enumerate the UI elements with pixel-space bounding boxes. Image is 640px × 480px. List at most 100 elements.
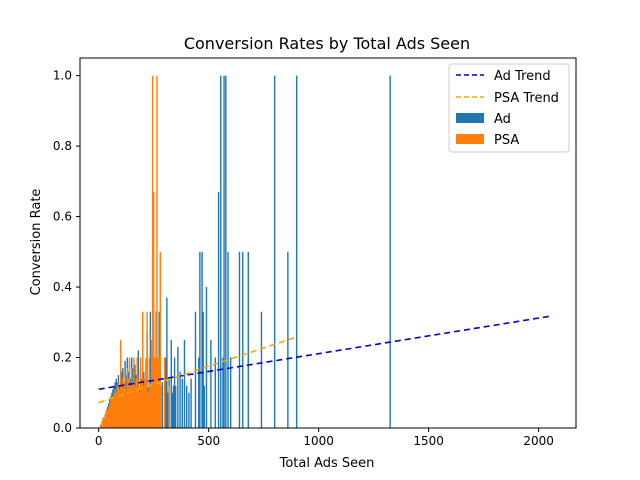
psa-bar-13 [114, 389, 116, 428]
ad-bar-94 [295, 75, 298, 429]
ad-bar-67 [181, 378, 183, 428]
psa-bar-5 [105, 410, 108, 428]
psa-bar-36 [139, 357, 142, 428]
psa-bar-28 [130, 368, 133, 428]
psa-bar-12 [113, 392, 115, 428]
legend-label-ad: Ad [494, 112, 511, 127]
x-tick-label-4: 2000 [523, 434, 554, 448]
psa-bar-10 [111, 396, 113, 428]
ad-bar-54 [161, 382, 164, 428]
y-tick-label-0: 0.0 [53, 421, 72, 435]
ad-bar-58 [167, 392, 169, 428]
ad-bar-64 [174, 385, 177, 428]
psa-bar-56 [163, 357, 166, 428]
ad-bar-66 [179, 371, 181, 428]
ad-bar-62 [172, 385, 175, 428]
psa-bar-34 [137, 378, 139, 428]
psa-bar-57 [168, 385, 170, 428]
psa-bar-52 [157, 357, 159, 428]
legend-label-ad-trend: Ad Trend [494, 69, 551, 84]
ad-bar-44 [149, 311, 152, 428]
ad-bar-77 [203, 385, 205, 428]
psa-bar-43 [147, 392, 149, 428]
psa-bar-38 [141, 311, 144, 428]
y-tick-label-4: 0.8 [53, 139, 72, 153]
ad-bar-91 [260, 311, 263, 428]
ad-bar-79 [210, 339, 212, 428]
psa-bar-41 [145, 357, 147, 428]
psa-bar-49 [154, 357, 156, 428]
psa-bar-37 [140, 382, 143, 428]
chart-title: Conversion Rates by Total Ads Seen [184, 34, 470, 53]
y-axis-label: Conversion Rate [29, 189, 44, 296]
ad-trend-line [98, 315, 552, 391]
psa-bar-19 [121, 385, 123, 428]
ad-bar-73 [198, 357, 200, 428]
trend-lines [98, 315, 552, 404]
ad-bar-95 [389, 75, 391, 429]
ad-bar-93 [287, 251, 289, 428]
psa-bar-15 [116, 385, 119, 428]
psa-bar-48 [152, 191, 155, 428]
ad-bar-85 [225, 75, 227, 429]
psa-bar-35 [138, 392, 141, 428]
ad-bar-81 [217, 191, 220, 428]
psa-bar-9 [110, 399, 112, 428]
x-tick-label-1: 500 [197, 434, 220, 448]
psa-bar-1 [101, 420, 103, 428]
ad-bar-63 [173, 357, 176, 428]
x-tick-label-2: 1000 [303, 434, 334, 448]
ad-bars [100, 75, 391, 429]
ad-bar-70 [188, 392, 190, 428]
x-tick-label-0: 0 [95, 434, 103, 448]
ad-bar-88 [238, 251, 241, 428]
psa-bar-27 [129, 385, 132, 428]
psa-bars [100, 75, 170, 429]
ad-bar-60 [170, 339, 172, 428]
plot-frame [79, 57, 577, 429]
ad-bar-87 [229, 357, 232, 428]
ad-bar-82 [220, 75, 222, 429]
ad-bar-57 [166, 297, 168, 428]
psa-bar-42 [146, 311, 148, 428]
psa-bar-54 [159, 251, 161, 428]
psa-bar-0 [100, 424, 102, 428]
psa-bar-44 [148, 357, 150, 428]
psa-bar-33 [136, 357, 138, 428]
y-axis-ticks: 0.0 0.2 0.4 0.6 0.8 1.0 [53, 69, 80, 435]
ad-bar-68 [183, 339, 186, 428]
legend: Ad Trend PSA Trend Ad PSA [448, 63, 570, 153]
ad-bar-80 [214, 357, 216, 428]
ad-bar-86 [227, 251, 229, 428]
psa-bar-6 [106, 410, 109, 428]
psa-bar-55 [160, 385, 163, 428]
psa-bar-30 [133, 357, 135, 428]
legend-item-psa-trend: PSA Trend [456, 91, 559, 106]
ad-bar-83 [222, 357, 224, 428]
ad-bar-69 [185, 385, 188, 428]
psa-bar-50 [155, 311, 157, 428]
legend-label-psa: PSA [494, 133, 519, 148]
ad-bar-78 [205, 287, 208, 428]
psa-bar-7 [107, 406, 110, 428]
legend-item-ad: Ad [456, 112, 511, 127]
psa-bar-22 [124, 375, 126, 428]
ad-bar-84 [223, 75, 225, 429]
ad-bar-65 [177, 346, 179, 428]
legend-label-psa-trend: PSA Trend [494, 91, 559, 106]
psa-bar-18 [119, 339, 122, 428]
psa-bar-3 [103, 417, 105, 428]
x-tick-label-3: 1500 [413, 434, 444, 448]
legend-swatch-psa [456, 134, 484, 144]
psa-bar-39 [143, 385, 145, 428]
psa-bar-16 [117, 382, 120, 428]
psa-bar-45 [149, 385, 152, 428]
ad-bar-71 [190, 378, 192, 428]
psa-bar-40 [144, 378, 146, 428]
psa-bar-25 [127, 378, 130, 428]
psa-bar-20 [122, 378, 124, 428]
psa-bar-21 [123, 382, 125, 428]
x-axis-ticks: 0 500 1000 1500 2000 [95, 428, 554, 448]
psa-bar-11 [112, 396, 114, 428]
